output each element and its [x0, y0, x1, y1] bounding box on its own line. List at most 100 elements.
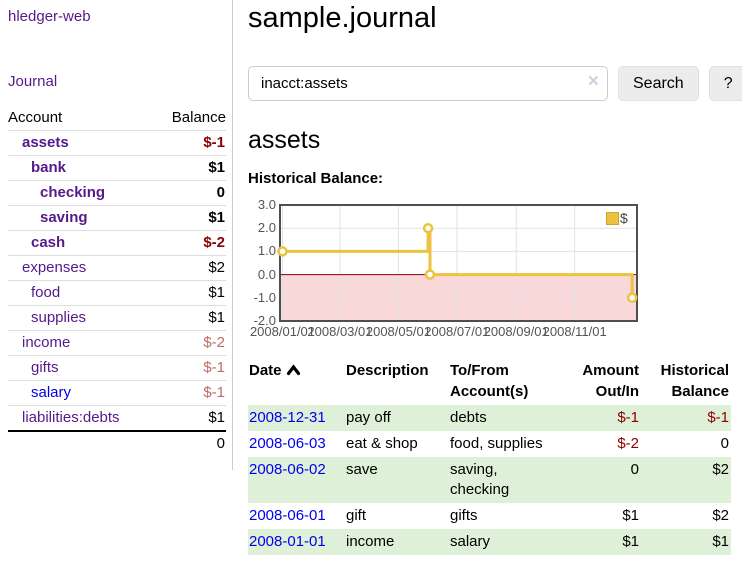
transaction-amount: 0 [630, 461, 639, 478]
account-balance: $-1 [203, 134, 225, 151]
sidebar-item-journal[interactable]: Journal [8, 73, 58, 90]
register-header-accounts: To/From Account(s) [450, 362, 529, 400]
account-link[interactable]: income [22, 334, 71, 351]
transaction-balance: $2 [712, 507, 729, 524]
series-label: $ [620, 210, 628, 226]
transaction-balance: 0 [720, 435, 729, 452]
account-balance: $1 [154, 280, 226, 306]
search-input[interactable] [248, 66, 608, 101]
transaction-date-link[interactable]: 2008-12-31 [249, 409, 326, 426]
y-axis-tick-label: 1.0 [257, 243, 276, 259]
register-row: 2008-12-31 pay off debts $-1 $-1 [248, 405, 731, 431]
transaction-accounts: salary [450, 533, 491, 550]
account-balance: 0 [154, 180, 226, 206]
chart-canvas[interactable] [248, 198, 742, 344]
account-balance: $1 [154, 305, 226, 331]
app-title-link[interactable]: hledger-web [8, 8, 91, 25]
transaction-balance: $1 [712, 533, 729, 550]
accounts-header-account: Account [8, 106, 155, 131]
x-axis-tick-label: 2008/09/01 [483, 324, 549, 339]
account-row: saving $1 [8, 205, 226, 231]
transaction-accounts: food, supplies [450, 435, 543, 452]
account-balance: $-2 [154, 330, 226, 356]
data-point-marker[interactable] [424, 269, 436, 280]
account-row: bank $1 [8, 155, 226, 181]
account-balance: $1 [154, 205, 226, 231]
transaction-amount: $1 [622, 507, 639, 524]
register-header-amount: Amount Out/In [582, 362, 639, 400]
transaction-date-link[interactable]: 2008-06-02 [249, 461, 326, 478]
account-balance: $-1 [154, 380, 226, 406]
register-header-description: Description [346, 362, 429, 379]
transaction-amount: $-2 [617, 435, 639, 452]
transaction-description: pay off [346, 409, 391, 426]
help-button[interactable]: ? [708, 66, 742, 101]
transaction-description: save [346, 461, 378, 478]
balance-chart: $ 3.0 2.0 1.0 0.0 -1.0 -2.0 2008/01/01 2008/03/… [248, 197, 742, 344]
transaction-date-link[interactable]: 2008-06-03 [249, 435, 326, 452]
account-row: assets $-1 [8, 131, 226, 156]
account-link[interactable]: liabilities:debts [22, 409, 120, 426]
account-row: supplies $1 [8, 305, 226, 331]
account-link[interactable]: supplies [31, 309, 87, 326]
transaction-accounts: saving, checking [450, 461, 510, 498]
data-point-marker[interactable] [277, 246, 288, 257]
series-swatch-icon [606, 211, 619, 225]
account-link[interactable]: assets [22, 134, 69, 151]
account-link[interactable]: salary [31, 384, 72, 401]
sidebar: hledger-web Journal Account Balance asse… [0, 0, 233, 470]
account-row: liabilities:debts $1 [8, 405, 226, 431]
sort-asc-icon [286, 364, 300, 376]
account-balance: $1 [154, 155, 226, 181]
register-header-balance: Historical Balance [660, 362, 729, 400]
register-header-date[interactable]: Date [248, 358, 345, 405]
account-heading: assets [248, 126, 321, 154]
account-link[interactable]: bank [31, 159, 67, 176]
main-content: sample.journal × Search ? assets Histori… [233, 0, 742, 582]
data-point-marker[interactable] [626, 292, 638, 304]
register-row: 2008-06-03 eat & shop food, supplies $-2 0 [248, 431, 731, 457]
chart-title: Historical Balance: [248, 170, 384, 187]
account-link[interactable]: gifts [31, 359, 59, 376]
data-point-marker[interactable] [422, 222, 434, 234]
y-axis-tick-label: -2.0 [253, 313, 276, 328]
account-balance: $-1 [154, 355, 226, 381]
plot-border [279, 204, 638, 322]
x-axis-tick-label: 2008/01/01 [249, 324, 316, 339]
x-axis-tick-label: 2008/03/01 [307, 324, 373, 339]
page-title: sample.journal [248, 2, 437, 34]
register-table: Date Description To/From Account(s) Amou… [248, 358, 731, 555]
y-axis-tick-label: -1.0 [253, 289, 276, 305]
accounts-table: Account Balance assets $-1 bank $1 checking 0… [8, 106, 226, 456]
accounts-header-balance: Balance [154, 106, 226, 131]
account-link[interactable]: checking [40, 184, 106, 201]
account-balance: $-2 [154, 230, 226, 256]
account-row: income $-2 [8, 330, 226, 356]
transaction-accounts: gifts [450, 507, 478, 524]
transaction-balance: $2 [712, 461, 729, 478]
y-axis-tick-label: 0.0 [257, 266, 276, 282]
account-link[interactable]: cash [31, 234, 66, 251]
transaction-balance: $-1 [707, 409, 729, 426]
account-link[interactable]: saving [40, 209, 88, 226]
transaction-date-link[interactable]: 2008-06-01 [249, 507, 326, 524]
accounts-total-row: 0 [8, 430, 226, 456]
x-axis-tick-label: 2008/05/01 [365, 324, 431, 339]
account-row: expenses $2 [8, 255, 226, 281]
account-row: salary $-1 [8, 380, 226, 406]
clear-search-icon[interactable]: × [587, 71, 599, 92]
account-row: checking 0 [8, 180, 226, 206]
account-link[interactable]: expenses [22, 259, 87, 276]
y-axis-tick-label: 3.0 [257, 197, 276, 212]
search-button[interactable]: Search [618, 66, 699, 101]
transaction-description: eat & shop [346, 435, 418, 452]
x-axis-tick-label: 2008/07/01 [424, 324, 490, 339]
search-form: × Search ? [248, 66, 742, 101]
account-link[interactable]: food [31, 284, 61, 301]
transaction-description: gift [346, 507, 367, 524]
account-row: cash $-2 [8, 230, 226, 256]
transaction-amount: $-1 [617, 409, 639, 426]
account-balance: $2 [154, 255, 226, 281]
transaction-description: income [346, 533, 395, 550]
transaction-date-link[interactable]: 2008-01-01 [249, 533, 326, 550]
